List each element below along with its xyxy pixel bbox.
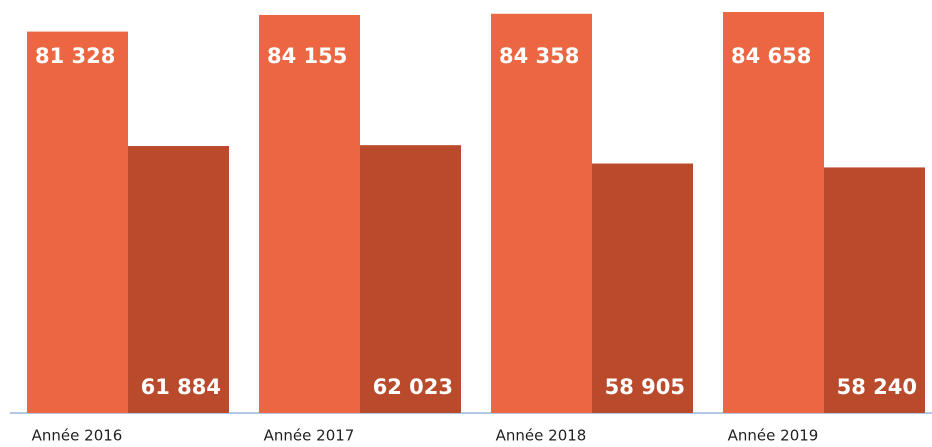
value-label: 58 240 — [837, 375, 917, 399]
x-tick-label: Année 2016 — [32, 427, 123, 445]
bar — [360, 145, 461, 413]
bar — [824, 167, 925, 413]
bar — [259, 14, 360, 414]
bar — [128, 145, 229, 414]
value-label: 84 358 — [499, 44, 579, 68]
x-tick-label: Année 2019 — [728, 427, 819, 445]
bar — [723, 12, 824, 413]
value-label: 84 658 — [731, 44, 811, 68]
bar — [592, 163, 693, 413]
bar — [491, 13, 592, 413]
value-label: 62 023 — [373, 375, 453, 399]
x-tick-label: Année 2017 — [264, 427, 355, 445]
value-label: 61 884 — [141, 375, 221, 399]
value-label: 58 905 — [605, 375, 685, 399]
value-label: 81 328 — [35, 44, 115, 68]
bar — [27, 31, 128, 414]
x-tick-label: Année 2018 — [496, 427, 587, 445]
value-label: 84 155 — [267, 44, 347, 68]
